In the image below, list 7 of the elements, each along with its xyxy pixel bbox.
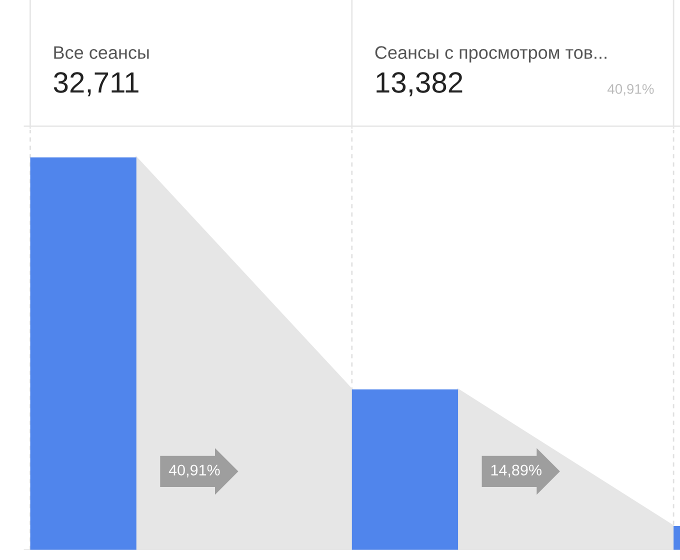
x-tick-label: Все сеансы — [54, 46, 149, 59]
annotation: 14,89% — [491, 464, 542, 478]
annotation: 40,91% — [168, 464, 220, 478]
text: 40,91% — [607, 84, 654, 96]
data-label: 32,711 — [54, 72, 138, 96]
x-tick-label: Сеансы с просмотром тов... — [375, 46, 606, 63]
data-label: 13,382 — [376, 72, 462, 96]
